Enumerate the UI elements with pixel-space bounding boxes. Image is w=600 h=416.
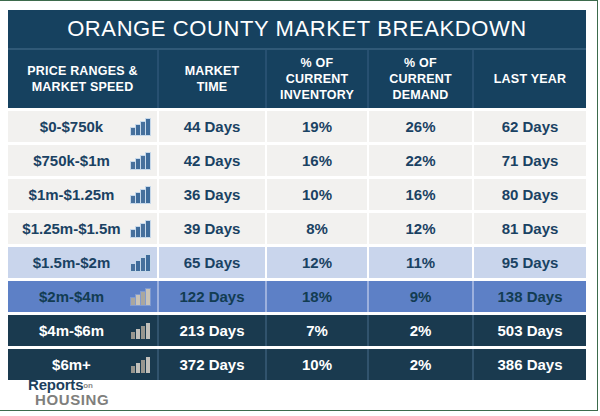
price-range-label: $4m-$6m (39, 322, 104, 339)
infographic-frame: ORANGE COUNTY MARKET BREAKDOWN PRICE RAN… (0, 0, 600, 416)
market-time-cell: 213 Days (159, 315, 265, 346)
demand-cell: 22% (369, 145, 472, 176)
last-year-cell: 138 Days (474, 281, 586, 312)
bar-chart-icon (131, 119, 150, 135)
bar-chart-icon (131, 323, 150, 339)
inventory-cell: 16% (267, 145, 367, 176)
table-row: $1.5m-$2m 65 Days 12% 11% 95 Days (8, 247, 586, 278)
price-range-label: $750k-$1m (33, 152, 110, 169)
frame-border-top (0, 0, 598, 1)
market-time-cell: 65 Days (159, 247, 265, 278)
demand-cell: 26% (369, 111, 472, 142)
market-time-cell: 372 Days (159, 349, 265, 380)
market-breakdown-table: ORANGE COUNTY MARKET BREAKDOWN PRICE RAN… (8, 10, 586, 380)
table-row: $2m-$4m 122 Days 18% 9% 138 Days (8, 281, 586, 312)
table-row: $0-$750k 44 Days 19% 26% 62 Days (8, 111, 586, 142)
column-header-market-time: MARKET TIME (159, 50, 265, 108)
price-range-label: $6m+ (52, 356, 91, 373)
table-row: $6m+ 372 Days 10% 2% 386 Days (8, 349, 586, 380)
market-time-cell: 42 Days (159, 145, 265, 176)
table-row: $750k-$1m 42 Days 16% 22% 71 Days (8, 145, 586, 176)
column-header-price-ranges: PRICE RANGES & MARKET SPEED (8, 50, 157, 108)
frame-border-right (597, 0, 598, 411)
table-title: ORANGE COUNTY MARKET BREAKDOWN (8, 10, 586, 48)
inventory-cell: 10% (267, 349, 367, 380)
last-year-cell: 80 Days (474, 179, 586, 210)
bar-chart-icon (131, 187, 150, 203)
price-range-cell: $1m-$1.25m (8, 179, 157, 210)
inventory-cell: 10% (267, 179, 367, 210)
last-year-cell: 386 Days (474, 349, 586, 380)
last-year-cell: 503 Days (474, 315, 586, 346)
last-year-cell: 81 Days (474, 213, 586, 244)
demand-cell: 2% (369, 349, 472, 380)
price-range-label: $1m-$1.25m (29, 186, 115, 203)
inventory-cell: 19% (267, 111, 367, 142)
inventory-cell: 8% (267, 213, 367, 244)
reports-on-housing-logo: Reportson HOUSING (28, 377, 109, 408)
market-time-cell: 39 Days (159, 213, 265, 244)
market-time-cell: 44 Days (159, 111, 265, 142)
demand-cell: 11% (369, 247, 472, 278)
table-row: $4m-$6m 213 Days 7% 2% 503 Days (8, 315, 586, 346)
price-range-label: $1.5m-$2m (33, 254, 111, 271)
bar-chart-icon (131, 221, 150, 237)
inventory-cell: 7% (267, 315, 367, 346)
demand-cell: 12% (369, 213, 472, 244)
market-time-cell: 36 Days (159, 179, 265, 210)
demand-cell: 9% (369, 281, 472, 312)
demand-cell: 16% (369, 179, 472, 210)
frame-border-bottom (0, 410, 598, 411)
table-row: $1m-$1.25m 36 Days 10% 16% 80 Days (8, 179, 586, 210)
bar-chart-icon (131, 289, 150, 305)
price-range-label: $0-$750k (40, 118, 103, 135)
last-year-cell: 71 Days (474, 145, 586, 176)
inventory-cell: 18% (267, 281, 367, 312)
logo-housing-text: HOUSING (35, 392, 109, 408)
price-range-cell: $1.25m-$1.5m (8, 213, 157, 244)
inventory-cell: 12% (267, 247, 367, 278)
price-range-label: $1.25m-$1.5m (22, 220, 120, 237)
demand-cell: 2% (369, 315, 472, 346)
bar-chart-icon (131, 357, 150, 373)
table-row: $1.25m-$1.5m 39 Days 8% 12% 81 Days (8, 213, 586, 244)
last-year-cell: 95 Days (474, 247, 586, 278)
price-range-cell: $4m-$6m (8, 315, 157, 346)
bar-chart-icon (131, 255, 150, 271)
column-header-row: PRICE RANGES & MARKET SPEED MARKET TIME … (8, 50, 586, 108)
price-range-cell: $0-$750k (8, 111, 157, 142)
column-header-demand: % OF CURRENT DEMAND (369, 50, 472, 108)
column-header-last-year: LAST YEAR (474, 50, 586, 108)
logo-on-word: on (83, 381, 92, 390)
price-range-label: $2m-$4m (39, 288, 104, 305)
column-header-inventory: % OF CURRENT INVENTORY (267, 50, 367, 108)
price-range-cell: $1.5m-$2m (8, 247, 157, 278)
market-time-cell: 122 Days (159, 281, 265, 312)
price-range-cell: $750k-$1m (8, 145, 157, 176)
bar-chart-icon (131, 153, 150, 169)
price-range-cell: $2m-$4m (8, 281, 157, 312)
last-year-cell: 62 Days (474, 111, 586, 142)
